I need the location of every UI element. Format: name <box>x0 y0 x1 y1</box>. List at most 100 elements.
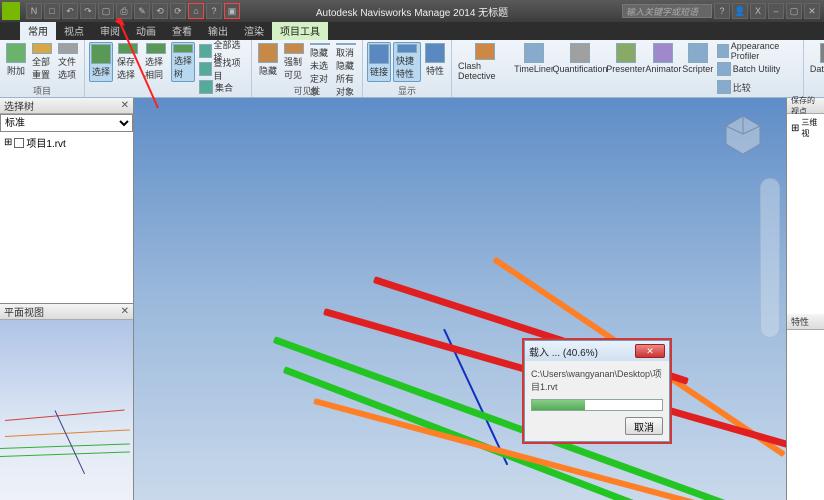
selection-tree-title: 选择树 <box>4 98 34 113</box>
ribbon-button[interactable]: 文件选项 <box>56 42 80 82</box>
ribbon-button[interactable]: 特性 <box>423 42 447 82</box>
close-icon[interactable]: ✕ <box>121 306 129 317</box>
selection-tree-header: 选择树 ✕ <box>0 98 133 114</box>
ribbon-icon <box>118 43 138 54</box>
ribbon-icon <box>653 43 673 63</box>
title-bar: N□↶↷▢⎙✎⟲⟳⌂?▣ Autodesk Navisworks Manage … <box>0 0 824 22</box>
viewpoint-item[interactable]: ⊞三维视 <box>789 116 822 140</box>
ribbon-button[interactable]: Presenter <box>607 42 644 82</box>
ribbon-group-label <box>808 84 824 95</box>
ribbon-button[interactable]: Scripter <box>683 42 713 82</box>
ribbon-icon <box>616 43 636 63</box>
ribbon-tab[interactable]: 查看 <box>164 21 200 40</box>
ribbon-tab[interactable]: 常用 <box>20 21 56 40</box>
dialog-close-button[interactable]: ✕ <box>635 344 665 358</box>
ribbon-icon <box>475 43 495 60</box>
plan-line <box>0 451 130 457</box>
ribbon-button-sm[interactable]: Batch Utility <box>715 60 799 78</box>
ribbon-button-sm[interactable]: 比较 <box>715 78 799 96</box>
ribbon-tab[interactable]: 审阅 <box>92 21 128 40</box>
tree-body[interactable]: ⊞项目1.rvt <box>0 132 133 303</box>
view-cube[interactable] <box>720 112 766 158</box>
qat-button[interactable]: ⟲ <box>152 3 168 19</box>
dialog-file-path: C:\Users\wangyanan\Desktop\项目1.rvt <box>531 367 663 393</box>
sign-in-icon[interactable]: 👤 <box>732 3 748 19</box>
qat-button[interactable]: ↷ <box>80 3 96 19</box>
ribbon-button[interactable]: Quantification <box>555 42 605 82</box>
help-icon[interactable]: ? <box>714 3 730 19</box>
saved-viewpoints-body[interactable]: ⊞三维视 <box>787 114 824 314</box>
ribbon-icon <box>524 43 544 63</box>
qat-button[interactable]: ↶ <box>62 3 78 19</box>
ribbon: 附加全部重置文件选项项目选择保存选择选择相同选择树全部选择查找项目集合选择和搜索… <box>0 40 824 98</box>
qat-button[interactable]: N <box>26 3 42 19</box>
tree-item[interactable]: ⊞项目1.rvt <box>2 134 131 151</box>
ribbon-button[interactable]: Clash Detective <box>456 42 513 82</box>
ribbon-button[interactable]: 选择相同 <box>143 42 169 82</box>
ribbon-icon <box>336 43 356 45</box>
right-column: 保存的视点 ⊞三维视 特性 <box>786 98 824 500</box>
navigation-bar[interactable] <box>760 178 780 338</box>
qat-button[interactable]: ▣ <box>224 3 240 19</box>
cancel-button[interactable]: 取消 <box>625 417 663 435</box>
ribbon-tab[interactable]: 项目工具 <box>272 21 328 40</box>
close-icon[interactable]: ✕ <box>804 3 820 19</box>
ribbon-group-label: 显示 <box>367 84 447 95</box>
ribbon-group: Clash DetectiveTimeLinerQuantificationPr… <box>452 40 804 97</box>
progress-bar <box>531 399 663 411</box>
plan-view-panel: 平面视图 ✕ <box>0 304 133 500</box>
plan-line <box>55 410 85 474</box>
ribbon-button[interactable]: 附加 <box>4 42 28 82</box>
dialog-title: 载入 ... (40.6%) <box>529 344 598 359</box>
ribbon-button[interactable]: 快捷特性 <box>393 42 421 82</box>
exchange-icon[interactable]: X <box>750 3 766 19</box>
ribbon-icon <box>310 43 330 45</box>
ribbon-button[interactable]: 隐藏未选定对象 <box>308 42 332 82</box>
ribbon-button[interactable]: DataTools <box>808 42 824 82</box>
ribbon-group: 链接快捷特性特性显示 <box>363 40 452 97</box>
ribbon-icon <box>32 43 52 54</box>
ribbon-button[interactable]: 取消隐藏所有对象 <box>334 42 358 82</box>
qat-button[interactable]: ⎙ <box>116 3 132 19</box>
ribbon-button[interactable]: 隐藏 <box>256 42 280 82</box>
properties-body[interactable] <box>787 330 824 500</box>
ribbon-tab[interactable]: 视点 <box>56 21 92 40</box>
ribbon-button-sm[interactable]: 查找项目 <box>197 60 247 78</box>
ribbon-button-sm[interactable]: 集合 <box>197 78 247 96</box>
ribbon-button[interactable]: TimeLiner <box>515 42 553 82</box>
plan-view[interactable] <box>0 320 133 500</box>
ribbon-button[interactable]: 选择 <box>89 42 113 82</box>
qat-button[interactable]: ⌂ <box>188 3 204 19</box>
qat-button[interactable]: ? <box>206 3 222 19</box>
ribbon-tab[interactable]: 动画 <box>128 21 164 40</box>
min-icon[interactable]: – <box>768 3 784 19</box>
dialog-body: C:\Users\wangyanan\Desktop\项目1.rvt 取消 <box>525 361 669 441</box>
viewport-column: 载入 ... (40.6%) ✕ C:\Users\wangyanan\Desk… <box>134 98 786 500</box>
title-right: 输入关键字或短语 ? 👤 X – ▢ ✕ <box>622 3 820 19</box>
ribbon-icon <box>58 43 78 54</box>
ribbon-button[interactable]: 链接 <box>367 42 391 82</box>
tree-mode-select[interactable]: 标准 <box>0 114 133 132</box>
saved-viewpoints-header: 保存的视点 <box>787 98 824 114</box>
qat-button[interactable]: ⟳ <box>170 3 186 19</box>
ribbon-button[interactable]: 保存选择 <box>115 42 141 82</box>
ribbon-button[interactable]: 强制可见 <box>282 42 306 82</box>
close-icon[interactable]: ✕ <box>121 100 129 111</box>
ribbon-icon <box>820 43 824 63</box>
ribbon-icon <box>258 43 278 63</box>
ribbon-button[interactable]: Animator <box>646 42 680 82</box>
quick-access-toolbar: N□↶↷▢⎙✎⟲⟳⌂?▣ <box>26 3 240 19</box>
progress-fill <box>532 400 585 410</box>
selection-tree-panel: 选择树 ✕ 标准 ⊞项目1.rvt <box>0 98 133 304</box>
qat-button[interactable]: □ <box>44 3 60 19</box>
qat-button[interactable]: ▢ <box>98 3 114 19</box>
max-icon[interactable]: ▢ <box>786 3 802 19</box>
ribbon-icon <box>425 43 445 63</box>
qat-button[interactable]: ✎ <box>134 3 150 19</box>
help-search-input[interactable]: 输入关键字或短语 <box>622 4 712 18</box>
ribbon-icon <box>688 43 708 63</box>
3d-viewport[interactable]: 载入 ... (40.6%) ✕ C:\Users\wangyanan\Desk… <box>134 98 786 500</box>
ribbon-button[interactable]: 选择树 <box>171 42 195 82</box>
ribbon-button[interactable]: 全部重置 <box>30 42 54 82</box>
ribbon-button-sm[interactable]: Appearance Profiler <box>715 42 799 60</box>
